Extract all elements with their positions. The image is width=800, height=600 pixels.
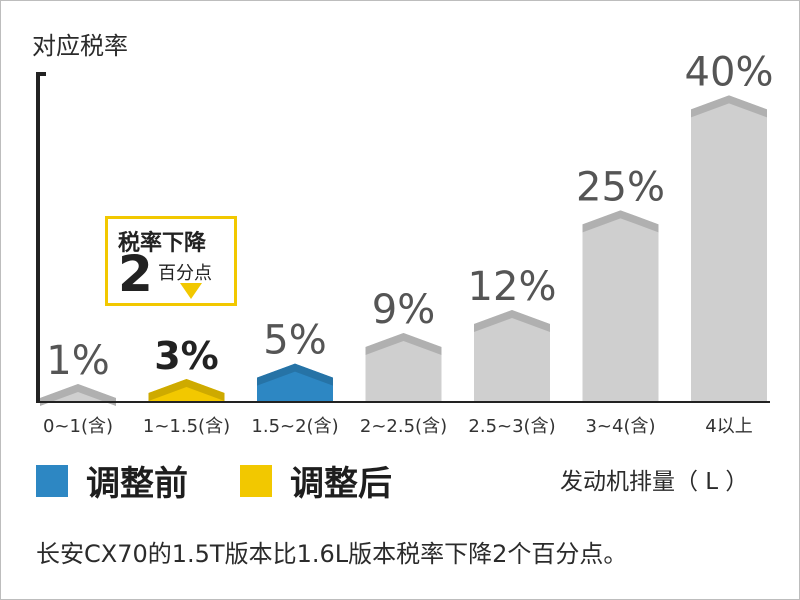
bar-cap-6 <box>691 95 767 118</box>
bar-5 <box>582 210 659 402</box>
bar-cap-4 <box>474 310 550 332</box>
value-label-6: 40% <box>685 49 774 95</box>
rate-drop-callout: 税率下降 2 百分点 <box>105 216 237 306</box>
bar-cap-1 <box>148 379 225 401</box>
x-tick-label-5: 3~4(含) <box>585 416 655 437</box>
x-tick-label-1: 1~1.5(含) <box>143 416 230 437</box>
bar-cap-5 <box>582 210 659 233</box>
value-label-4: 12% <box>468 264 557 310</box>
y-axis-line <box>36 72 46 402</box>
value-label-1: 3% <box>154 334 219 378</box>
bar-cap-2 <box>257 363 333 386</box>
value-label-5: 25% <box>576 164 665 210</box>
value-label-0: 1% <box>46 338 109 384</box>
legend-label-before: 调整前 <box>86 464 188 504</box>
y-axis-label: 对应税率 <box>32 32 128 60</box>
legend-after: 调整后 <box>240 456 392 505</box>
callout-number: 2 <box>118 245 153 303</box>
bar-6 <box>691 95 767 402</box>
x-tick-label-4: 2.5~3(含) <box>468 416 555 437</box>
bar-3 <box>365 333 442 402</box>
legend-label-after: 调整后 <box>290 464 392 504</box>
bar-cap-0 <box>40 384 116 406</box>
x-tick-label-6: 4以上 <box>705 416 752 437</box>
callout-title: 税率下降 <box>118 231 207 256</box>
legend-swatch-after <box>240 464 272 497</box>
bar-4 <box>474 310 550 402</box>
bar-1 <box>148 379 225 402</box>
caption: 长安CX70的1.5T版本比1.6L版本税率下降2个百分点。 <box>36 540 628 568</box>
x-tick-label-2: 1.5~2(含) <box>251 416 338 437</box>
callout-unit: 百分点 <box>158 263 212 284</box>
x-tick-label-0: 0~1(含) <box>43 416 113 437</box>
value-label-2: 5% <box>263 318 326 364</box>
bar-cap-3 <box>365 333 442 355</box>
down-arrow-icon <box>180 283 202 299</box>
x-axis-label: 发动机排量（ L ） <box>560 469 749 495</box>
legend-swatch-before <box>36 464 68 497</box>
value-label-3: 9% <box>372 287 435 333</box>
x-tick-label-3: 2~2.5(含) <box>360 416 447 437</box>
legend-before: 调整前 <box>36 456 188 505</box>
